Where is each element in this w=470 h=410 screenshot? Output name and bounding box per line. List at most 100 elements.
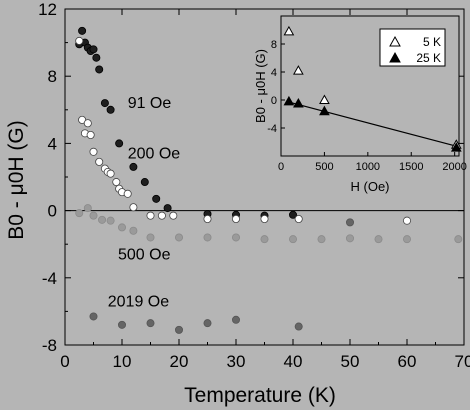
data-point bbox=[454, 235, 463, 244]
inset-x-tick-label: 1000 bbox=[356, 161, 380, 173]
data-point bbox=[92, 53, 101, 62]
x-tick-label: 70 bbox=[455, 352, 470, 371]
data-point bbox=[129, 203, 138, 212]
legend-label-25k: 25 K bbox=[416, 51, 441, 65]
inset-chart: 0 500 1000 1500 2000 -4 0 4 8 5 K 25 K H (Oe) B0… bbox=[253, 15, 467, 194]
y-tick-label: -8 bbox=[42, 336, 57, 355]
data-point bbox=[203, 214, 212, 223]
data-point bbox=[146, 233, 155, 242]
data-point bbox=[129, 226, 138, 235]
x-tick-label: 0 bbox=[60, 352, 69, 371]
series-labels: 91 Oe 200 Oe 500 Oe 2019 Oe bbox=[108, 95, 181, 310]
data-point bbox=[345, 218, 354, 227]
data-point bbox=[106, 105, 115, 114]
inset-y-tick-label: -4 bbox=[267, 123, 277, 135]
legend-open-triangle-icon bbox=[389, 35, 401, 47]
data-point bbox=[89, 45, 98, 54]
data-point bbox=[203, 319, 212, 328]
data-point bbox=[75, 36, 84, 45]
y-tick-label: 12 bbox=[38, 0, 57, 19]
data-point bbox=[231, 233, 240, 242]
y-tick-label: 8 bbox=[48, 67, 57, 86]
inset-filled-triangle-point bbox=[450, 142, 462, 152]
data-point bbox=[260, 235, 269, 244]
series-label: 200 Oe bbox=[128, 146, 181, 163]
x-tick-label: 20 bbox=[170, 352, 189, 371]
data-point bbox=[260, 214, 269, 223]
data-point bbox=[294, 214, 303, 223]
inset-filled-triangle-point bbox=[283, 95, 295, 106]
data-point bbox=[98, 215, 107, 224]
inset-x-tick-label: 0 bbox=[278, 161, 284, 173]
inset-y-tick-label: 4 bbox=[271, 67, 277, 79]
inset-filled-triangle-point bbox=[319, 105, 330, 116]
data-point bbox=[118, 320, 127, 329]
data-point bbox=[402, 216, 411, 225]
x-tick-label: 60 bbox=[398, 352, 417, 371]
x-tick-label: 40 bbox=[284, 352, 303, 371]
legend-label-5k: 5 K bbox=[423, 35, 441, 49]
data-point bbox=[129, 162, 138, 171]
series-label: 91 Oe bbox=[128, 95, 172, 112]
data-point bbox=[294, 322, 303, 331]
legend-filled-triangle-icon bbox=[389, 51, 401, 63]
inset-y-axis-label: B0 - μ0H (G) bbox=[253, 49, 268, 123]
x-tick-label: 30 bbox=[227, 352, 246, 371]
data-point bbox=[174, 325, 183, 334]
data-point bbox=[317, 235, 326, 244]
inset-data-points bbox=[283, 25, 462, 152]
data-point bbox=[146, 211, 155, 220]
x-tick-label: 10 bbox=[113, 352, 132, 371]
data-point bbox=[163, 204, 172, 213]
data-point bbox=[118, 223, 127, 232]
data-point bbox=[89, 147, 98, 156]
y-tick-label: 4 bbox=[48, 134, 57, 153]
inset-y-tick-label: 8 bbox=[271, 39, 277, 51]
series-label: 2019 Oe bbox=[108, 293, 169, 310]
x-tick-label: 50 bbox=[341, 352, 360, 371]
main-data-points bbox=[75, 26, 463, 334]
data-point bbox=[75, 209, 84, 218]
data-point bbox=[157, 211, 166, 220]
data-point bbox=[402, 235, 411, 244]
main-x-axis-label: Temperature (K) bbox=[184, 384, 336, 407]
data-point bbox=[95, 157, 104, 166]
y-tick-label: -4 bbox=[42, 269, 57, 288]
main-y-axis-label: B0 - μ0H (G) bbox=[5, 120, 28, 239]
inset-open-triangle-point bbox=[319, 94, 330, 104]
y-tick-label: 0 bbox=[48, 202, 57, 221]
data-point bbox=[83, 119, 92, 128]
inset-x-axis-label: H (Oe) bbox=[351, 179, 390, 194]
data-point bbox=[78, 26, 87, 35]
data-point bbox=[89, 312, 98, 321]
data-point bbox=[106, 216, 115, 225]
data-point bbox=[106, 169, 115, 178]
inset-legend: 5 K 25 K bbox=[379, 28, 446, 67]
data-point bbox=[288, 235, 297, 244]
data-point bbox=[112, 178, 121, 187]
inset-open-triangle-point bbox=[293, 65, 304, 75]
inset-x-tick-label: 1500 bbox=[399, 161, 423, 173]
data-point bbox=[203, 233, 212, 242]
data-point bbox=[100, 99, 109, 108]
data-point bbox=[169, 211, 178, 220]
inset-open-triangle-point bbox=[283, 25, 295, 36]
data-point bbox=[152, 194, 161, 203]
data-point bbox=[83, 204, 92, 213]
data-point bbox=[231, 315, 240, 324]
data-point bbox=[95, 65, 104, 74]
data-point bbox=[146, 319, 155, 328]
data-point bbox=[123, 189, 132, 198]
data-point bbox=[345, 234, 354, 243]
data-point bbox=[231, 214, 240, 223]
data-point bbox=[288, 210, 297, 219]
inset-x-tick-label: 2000 bbox=[442, 161, 466, 173]
inset-y-tick-label: 0 bbox=[271, 95, 277, 107]
inset-filled-triangle-point bbox=[293, 97, 304, 108]
inset-ticks: 0 500 1000 1500 2000 -4 0 4 8 bbox=[267, 39, 467, 173]
data-point bbox=[115, 139, 124, 148]
inset-x-tick-label: 500 bbox=[315, 161, 333, 173]
